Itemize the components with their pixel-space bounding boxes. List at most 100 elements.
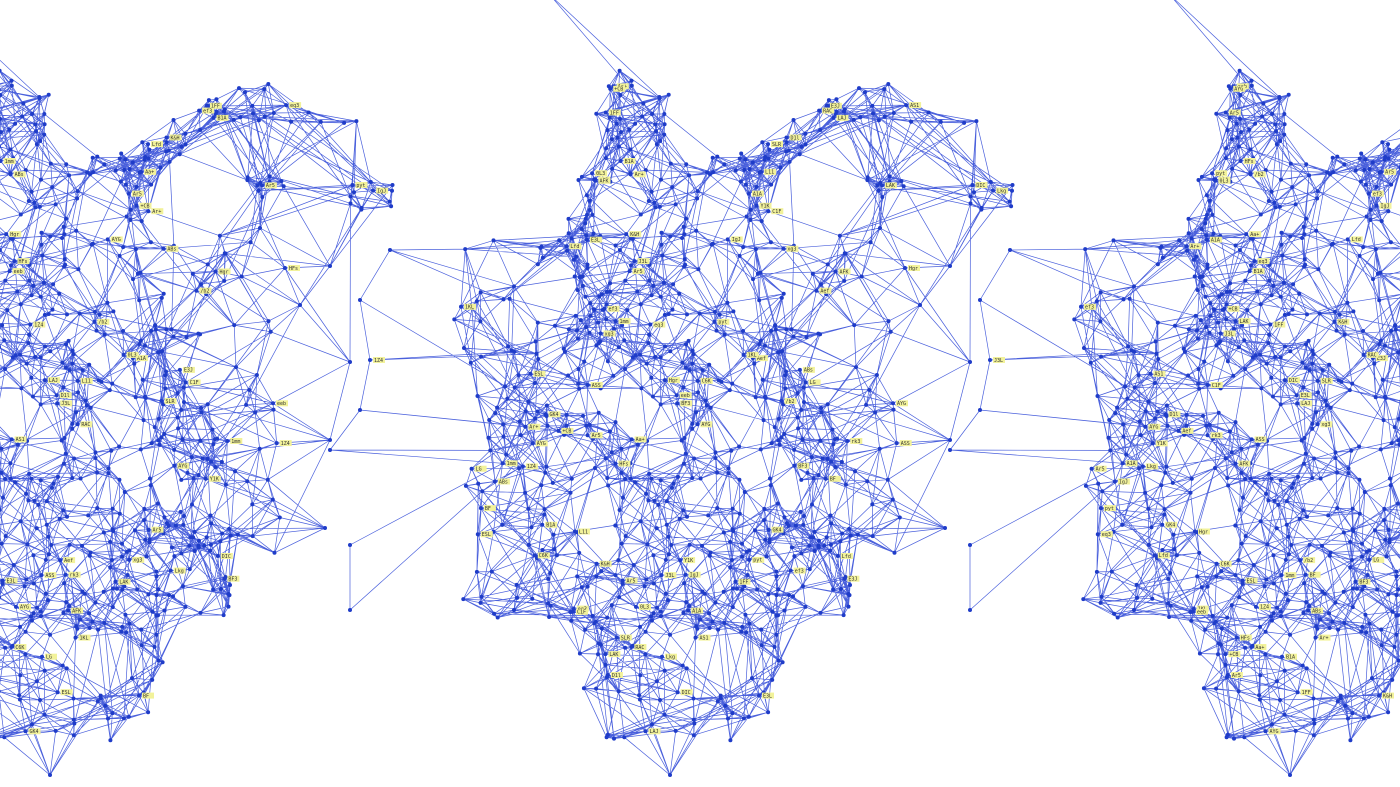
graph-node: [1327, 611, 1331, 616]
graph-node: [776, 613, 780, 618]
node-label: Aa+: [634, 436, 647, 443]
node-label: ASS: [590, 382, 603, 389]
graph-node: [1303, 365, 1308, 370]
graph-node: [475, 394, 480, 398]
graph-node: [784, 327, 789, 332]
graph-node: [1248, 171, 1253, 176]
graph-node: [1219, 626, 1224, 631]
node-label: D1l: [789, 134, 802, 141]
svg-text:BF3: BF3: [681, 401, 690, 407]
graph-node: [1306, 338, 1311, 343]
graph-node: [1304, 600, 1309, 605]
svg-text:GK4: GK4: [773, 528, 782, 534]
graph-node: [154, 574, 159, 579]
node-label: ASS: [44, 572, 57, 579]
graph-node: [1153, 416, 1158, 421]
graph-node: [48, 773, 52, 777]
graph-node: [810, 502, 814, 507]
node-label: Lfd: [840, 553, 853, 560]
graph-node: [1164, 414, 1169, 418]
svg-text:LAJ: LAJ: [838, 116, 847, 122]
node-label: C1F: [1210, 382, 1223, 389]
graph-node: [1185, 248, 1189, 253]
graph-node: [1214, 561, 1219, 566]
node-label: C1F: [771, 208, 784, 215]
graph-node: [564, 244, 569, 249]
graph-node: [1098, 319, 1103, 324]
graph-node: [168, 568, 173, 573]
svg-text:AFK: AFK: [72, 608, 81, 614]
graph-node: [1343, 703, 1348, 708]
graph-node: [694, 410, 698, 415]
graph-node: [196, 473, 201, 477]
graph-node: [462, 346, 466, 350]
graph-node: [678, 558, 683, 563]
graph-node: [762, 157, 767, 162]
graph-node: [121, 245, 126, 250]
graph-node: [1263, 729, 1268, 734]
graph-node: [1214, 111, 1219, 116]
graph-node: [865, 178, 870, 183]
graph-node: [348, 608, 352, 612]
graph-node: [1388, 476, 1392, 481]
graph-node: [256, 118, 261, 123]
graph-node: [767, 537, 772, 542]
graph-node: [613, 420, 618, 425]
graph-node: [1088, 360, 1093, 365]
graph-node: [254, 373, 259, 377]
graph-node: [1192, 274, 1197, 279]
graph-node: [970, 183, 975, 187]
graph-node: [91, 170, 96, 175]
graph-node: [552, 547, 557, 552]
graph-node: [540, 255, 545, 260]
graph-node: [1357, 444, 1362, 449]
graph-node: [1377, 342, 1382, 346]
svg-text:B1A: B1A: [218, 116, 227, 122]
node-label: BF3: [227, 575, 240, 583]
graph-node: [1282, 112, 1287, 116]
graph-node: [135, 587, 140, 592]
graph-node: [668, 349, 673, 354]
graph-node: [1390, 677, 1395, 682]
graph-node: [138, 447, 143, 452]
graph-node: [1361, 716, 1366, 721]
graph-node: [670, 485, 674, 490]
graph-node: [218, 587, 223, 591]
graph-node: [1191, 609, 1195, 614]
svg-text:A1A: A1A: [1211, 238, 1220, 244]
graph-node: [8, 476, 13, 481]
graph-node: [1238, 159, 1243, 163]
graph-node: [787, 593, 791, 597]
graph-node: [725, 237, 730, 242]
svg-text:1FF: 1FF: [1274, 322, 1283, 328]
graph-node: [1111, 238, 1116, 243]
graph-node: [182, 400, 186, 405]
graph-node: [1366, 714, 1371, 719]
graph-node: [660, 654, 664, 659]
graph-node: [70, 426, 75, 431]
graph-node: [585, 383, 590, 387]
graph-node: [1125, 396, 1130, 401]
svg-text:D1l: D1l: [612, 673, 621, 679]
graph-node: [54, 393, 59, 398]
graph-node: [1301, 610, 1306, 615]
graph-node: [577, 550, 582, 555]
graph-node: [143, 343, 147, 348]
svg-text:DIC: DIC: [1289, 378, 1298, 384]
graph-node: [63, 572, 68, 577]
svg-text:Y1K: Y1K: [761, 204, 770, 210]
graph-node: [500, 461, 505, 466]
node-label: E3J: [1375, 355, 1388, 362]
graph-node: [834, 97, 839, 102]
graph-node: [1307, 542, 1312, 547]
graph-node: [607, 115, 612, 120]
node-label: pyt: [752, 556, 765, 564]
graph-node: [594, 686, 599, 691]
graph-node: [220, 531, 225, 536]
node-label: Lfd: [569, 243, 582, 250]
node-label: pyt: [355, 182, 368, 189]
graph-node: [348, 543, 352, 547]
graph-node: [461, 597, 466, 602]
node-label: Ar+: [1189, 243, 1202, 250]
graph-node: [773, 323, 778, 328]
